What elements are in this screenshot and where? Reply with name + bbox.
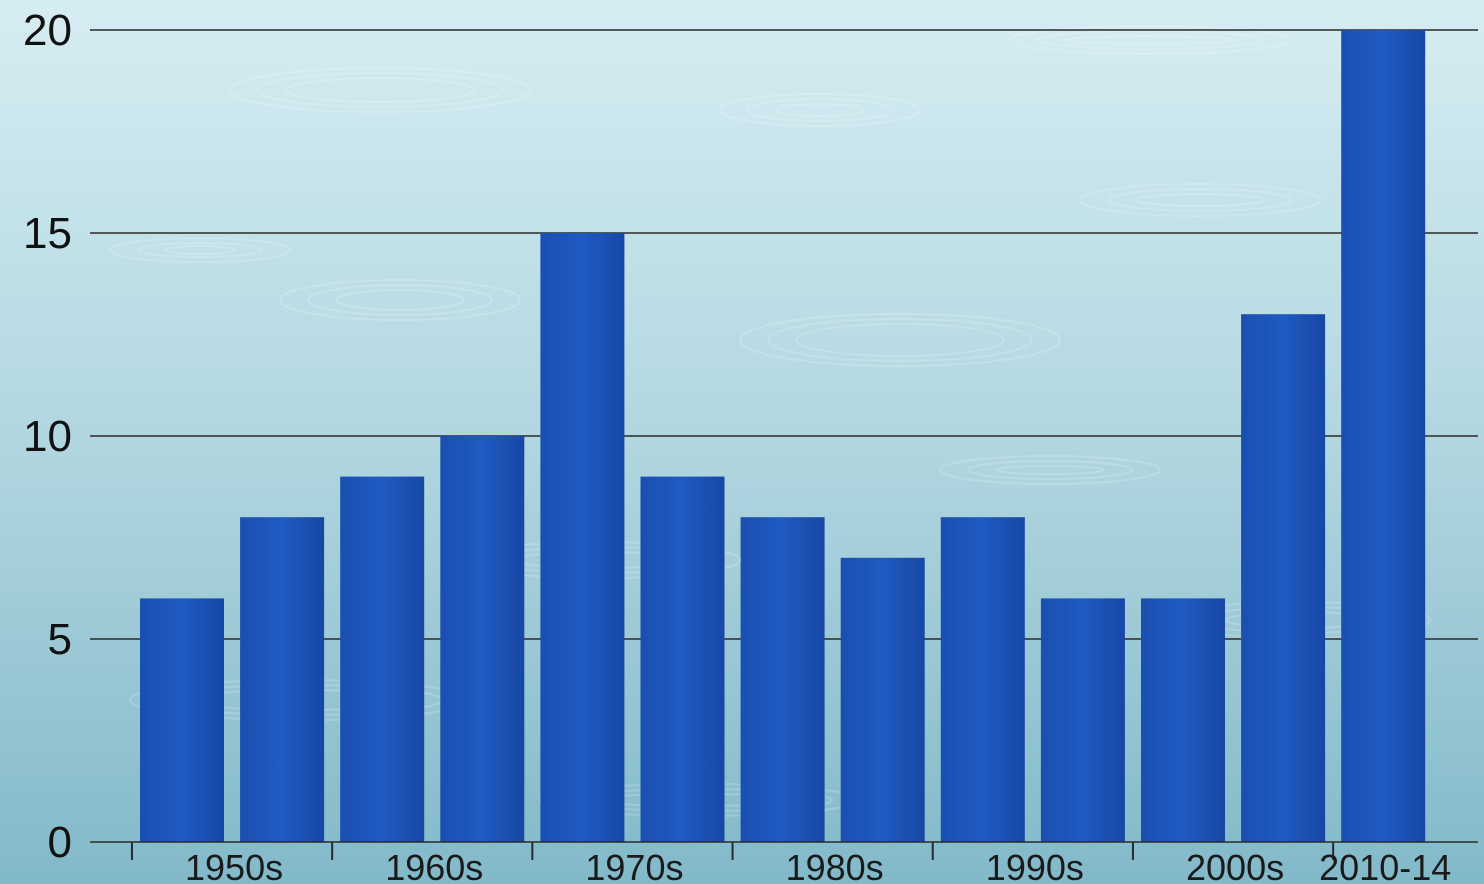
x-tick-label: 2010-14 bbox=[1319, 847, 1451, 884]
ripple-ellipse bbox=[1009, 25, 1291, 55]
y-tick-label: 0 bbox=[48, 818, 72, 867]
bar bbox=[840, 557, 925, 842]
x-tick-label: 1980s bbox=[786, 847, 884, 884]
ripple-ellipse bbox=[967, 460, 1133, 480]
y-tick-label: 20 bbox=[23, 6, 72, 55]
x-axis-tick-labels: 1950s 1960s 1970s 1980s 1990s 2000s 2010-14 bbox=[185, 847, 1451, 884]
ripple-ellipse bbox=[307, 284, 493, 316]
bar bbox=[140, 598, 224, 842]
x-tick-label: 1960s bbox=[385, 847, 483, 884]
bar bbox=[1341, 30, 1426, 842]
ripple-ellipse bbox=[1135, 193, 1265, 207]
x-tick-label: 1950s bbox=[185, 847, 283, 884]
bar bbox=[1141, 598, 1225, 842]
y-axis-tick-labels: 0 5 10 15 20 bbox=[23, 6, 72, 867]
x-axis bbox=[90, 841, 1478, 860]
ripple-ellipse bbox=[165, 245, 235, 255]
ripple-ellipse bbox=[775, 103, 865, 117]
ripple-ellipse bbox=[285, 77, 475, 103]
y-tick-label: 10 bbox=[23, 412, 72, 461]
bars bbox=[140, 30, 1426, 842]
x-tick-label: 2000s bbox=[1186, 847, 1284, 884]
bar bbox=[1040, 598, 1125, 842]
ripple-ellipse bbox=[1079, 183, 1321, 217]
x-tick-label: 1990s bbox=[986, 847, 1084, 884]
ripple-ellipse bbox=[335, 289, 465, 311]
bar bbox=[1241, 314, 1326, 842]
ripple-ellipse bbox=[109, 237, 291, 263]
ripple-ellipse bbox=[795, 323, 1005, 357]
bar bbox=[240, 517, 325, 842]
bar bbox=[540, 233, 625, 842]
ripple-ellipse bbox=[739, 313, 1061, 367]
ripple-ellipse bbox=[995, 465, 1105, 475]
bar bbox=[640, 476, 725, 842]
ripple-ellipse bbox=[1107, 188, 1293, 212]
bar bbox=[440, 436, 525, 842]
y-tick-label: 15 bbox=[23, 209, 72, 258]
ripple-ellipse bbox=[229, 67, 531, 113]
y-tick-label: 5 bbox=[48, 615, 72, 664]
x-tick-label: 1970s bbox=[585, 847, 683, 884]
ripple-ellipse bbox=[1037, 30, 1263, 50]
ripple-ellipse bbox=[939, 455, 1161, 485]
bar bbox=[940, 517, 1025, 842]
ripple-ellipse bbox=[257, 72, 503, 108]
bar bbox=[740, 517, 825, 842]
bar bbox=[340, 476, 425, 842]
ripple-ellipse bbox=[1065, 35, 1235, 45]
ripple-ellipse bbox=[767, 318, 1033, 362]
ripple-ellipse bbox=[279, 279, 521, 321]
ripple-ellipse bbox=[719, 93, 921, 127]
ripple-ellipse bbox=[137, 242, 263, 258]
ripple-ellipse bbox=[747, 98, 893, 122]
